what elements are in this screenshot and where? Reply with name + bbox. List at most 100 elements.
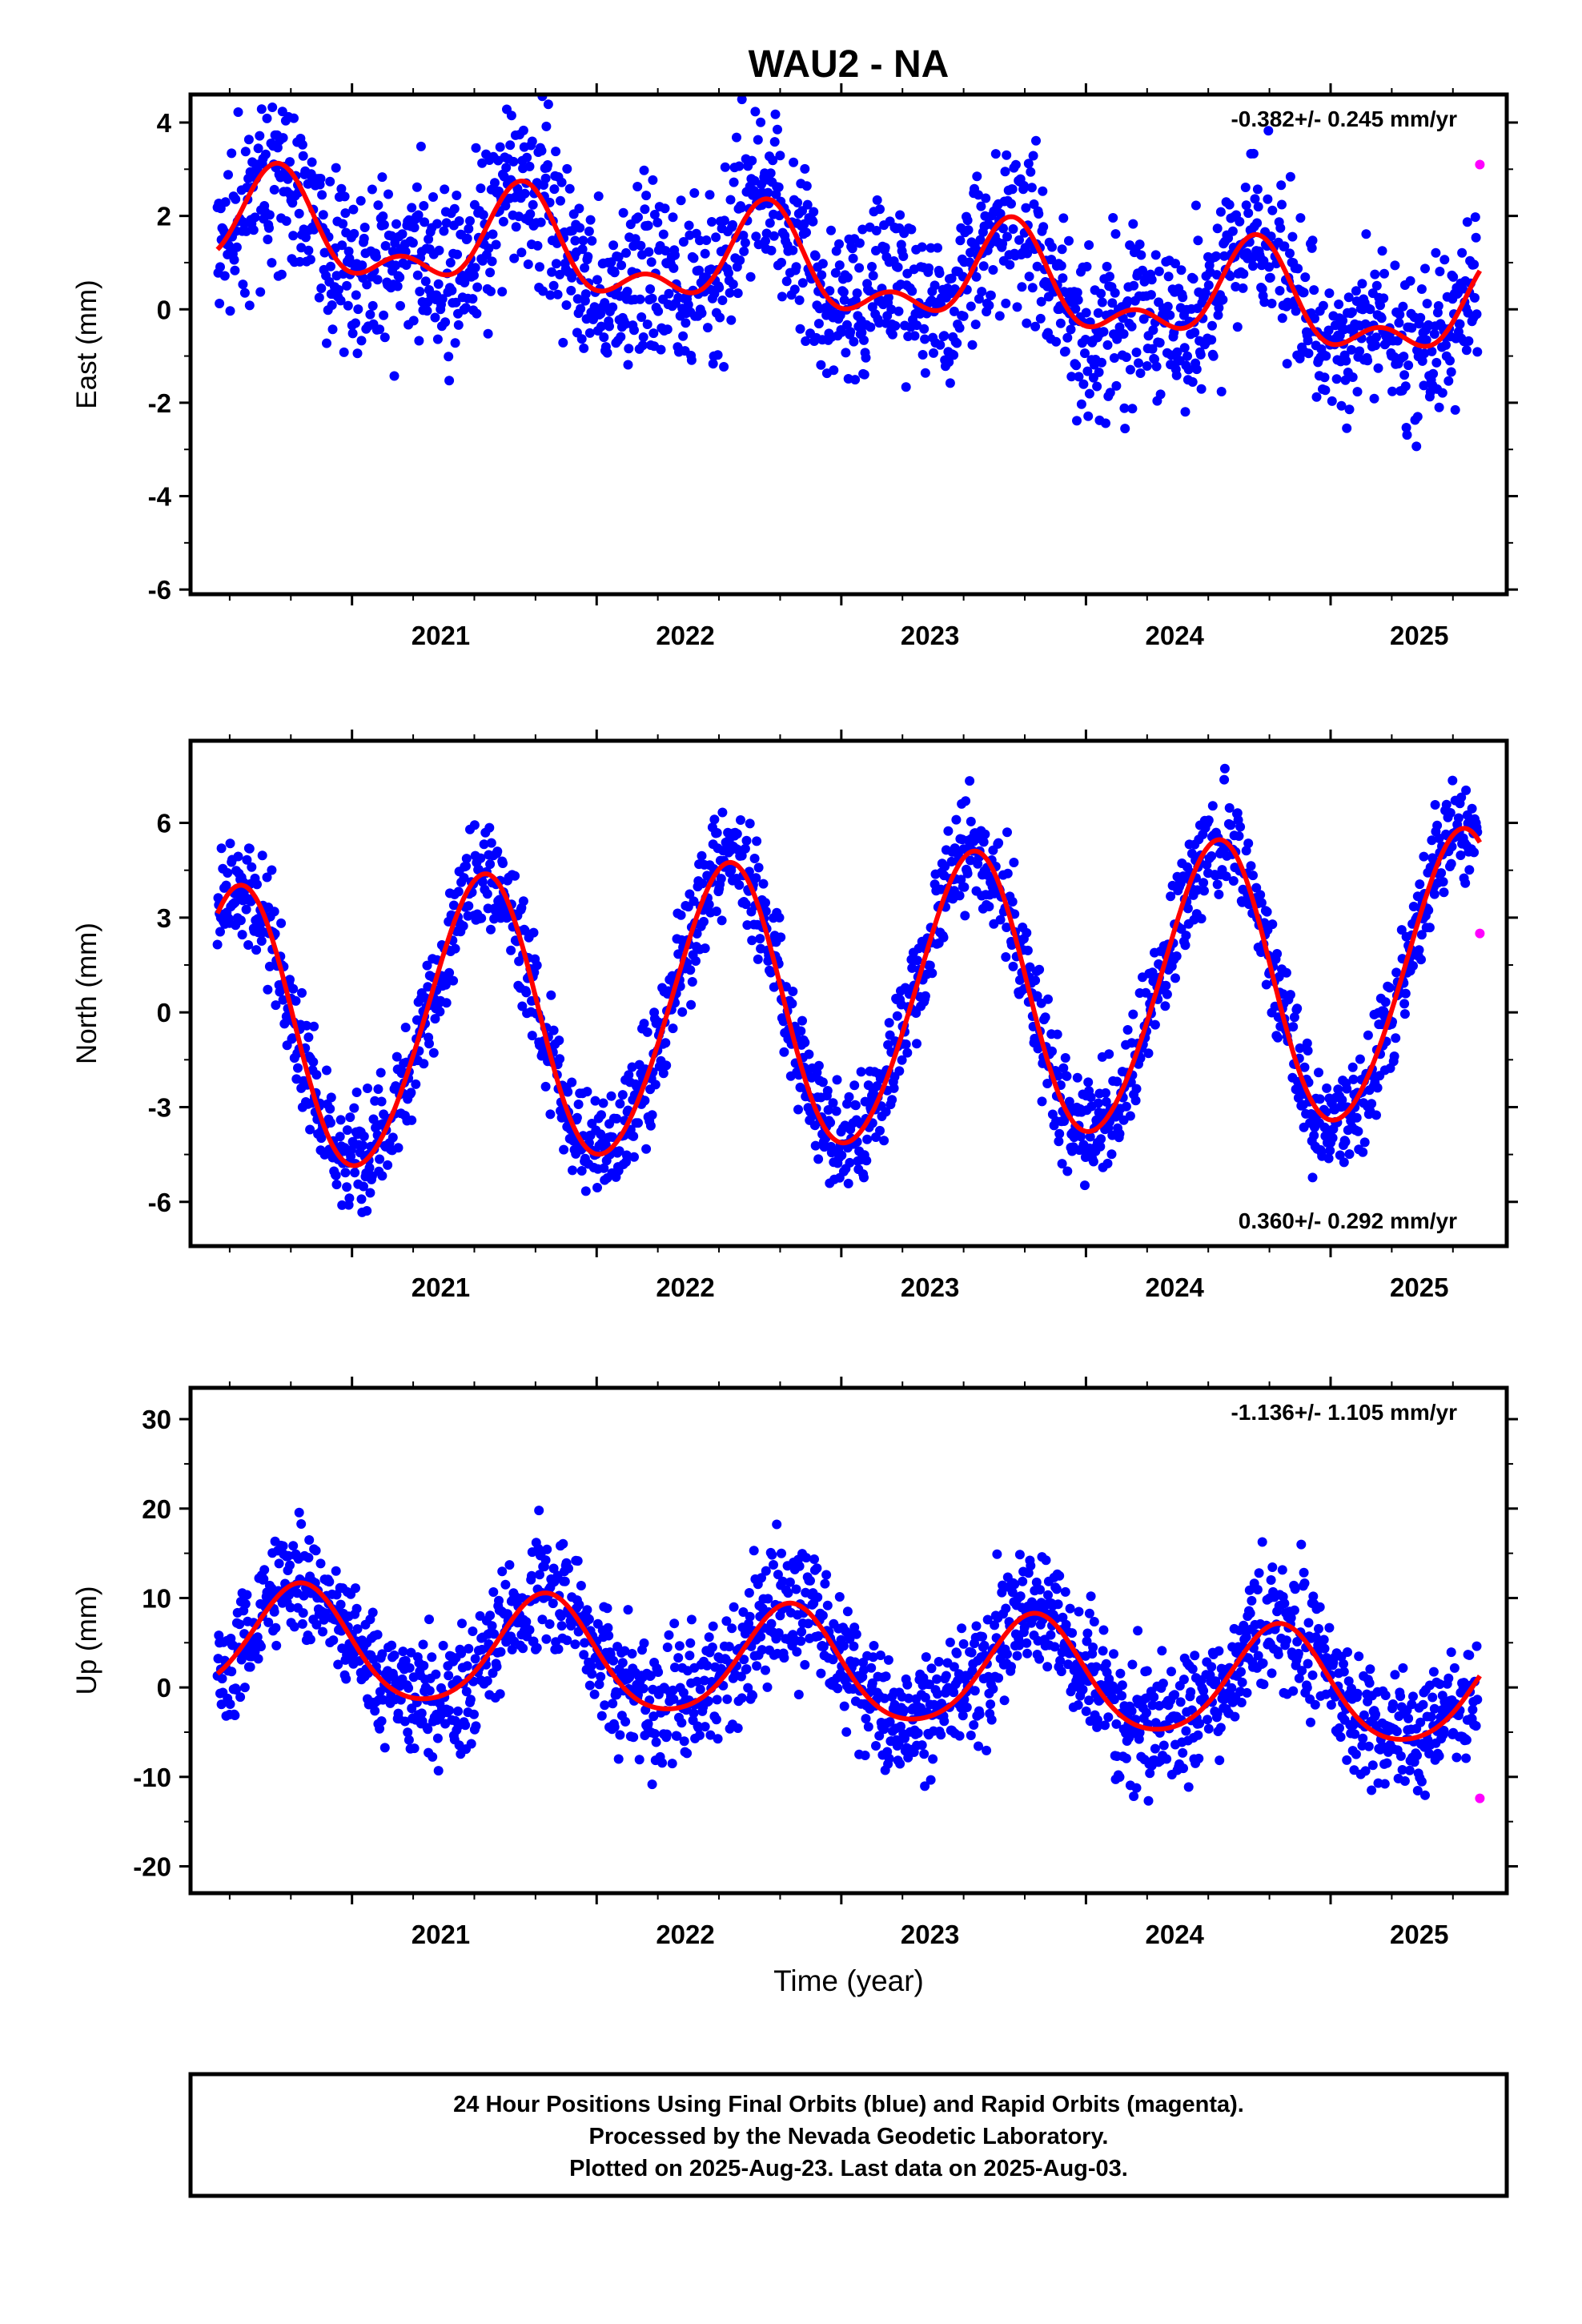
data-point xyxy=(322,1065,331,1076)
data-point xyxy=(1119,403,1130,413)
data-point xyxy=(867,302,877,312)
data-point xyxy=(980,829,990,839)
data-point xyxy=(893,306,904,316)
data-point xyxy=(837,1150,847,1160)
data-point xyxy=(755,934,765,944)
data-point xyxy=(917,1740,927,1751)
data-point xyxy=(1371,332,1381,343)
velocity-annotation: 0.360+/- 0.292 mm/yr xyxy=(1239,1208,1457,1233)
data-point xyxy=(497,287,508,297)
data-point xyxy=(1441,340,1451,350)
data-point xyxy=(409,1743,420,1754)
data-point xyxy=(1309,1130,1319,1140)
data-point xyxy=(1302,1038,1312,1048)
data-point xyxy=(1207,320,1217,331)
data-point xyxy=(1007,897,1018,907)
data-point xyxy=(1001,298,1011,308)
data-point xyxy=(765,218,775,228)
data-point xyxy=(490,178,500,188)
data-point xyxy=(776,932,786,943)
data-point xyxy=(691,956,701,966)
data-point xyxy=(717,915,727,926)
data-point xyxy=(1026,1561,1036,1571)
data-point xyxy=(1285,990,1295,1000)
model-fit-line xyxy=(215,826,1482,1168)
data-point xyxy=(1062,332,1073,343)
data-point xyxy=(527,1031,537,1041)
data-point xyxy=(1435,267,1445,276)
data-point xyxy=(370,1706,380,1716)
data-point xyxy=(1251,883,1262,893)
data-point xyxy=(1203,280,1214,291)
data-point xyxy=(992,1549,1002,1559)
data-point xyxy=(1264,262,1275,272)
data-point xyxy=(535,1570,544,1580)
data-point xyxy=(1002,923,1012,932)
data-point xyxy=(428,1047,439,1058)
data-point xyxy=(1193,235,1203,246)
data-point xyxy=(242,854,252,865)
data-point xyxy=(242,1590,252,1600)
data-point xyxy=(1050,1642,1060,1652)
data-point xyxy=(661,246,671,256)
data-point xyxy=(1118,329,1129,339)
data-point xyxy=(1060,1053,1070,1063)
data-point xyxy=(929,348,938,358)
data-point xyxy=(777,1548,786,1558)
y-tick-label: 0 xyxy=(157,998,171,1027)
data-point xyxy=(703,1696,713,1707)
data-point xyxy=(875,1125,885,1136)
data-point xyxy=(505,140,516,151)
data-point xyxy=(528,199,538,210)
data-point xyxy=(1416,930,1427,940)
data-point xyxy=(419,201,429,211)
data-point xyxy=(1376,313,1387,324)
data-point xyxy=(1417,356,1427,366)
data-point xyxy=(1243,838,1254,849)
data-point xyxy=(1103,1712,1114,1723)
data-point xyxy=(1281,967,1291,978)
data-point xyxy=(845,1634,855,1644)
data-point xyxy=(1012,1651,1022,1661)
data-point xyxy=(297,1618,307,1629)
data-point xyxy=(656,344,666,355)
data-point xyxy=(1172,347,1182,357)
data-point xyxy=(1063,1659,1074,1670)
data-point xyxy=(437,294,448,304)
data-point xyxy=(241,904,251,915)
data-point xyxy=(1054,1128,1065,1139)
data-point xyxy=(839,295,849,305)
data-point xyxy=(1469,259,1480,270)
data-point xyxy=(1010,1579,1020,1590)
data-point xyxy=(501,163,512,173)
data-point xyxy=(461,861,471,871)
data-point xyxy=(1166,891,1176,902)
data-point xyxy=(540,173,551,183)
velocity-annotation: -0.382+/- 0.245 mm/yr xyxy=(1231,107,1457,131)
data-point xyxy=(1051,336,1062,347)
data-point xyxy=(644,247,654,257)
data-point xyxy=(264,961,275,971)
data-point xyxy=(367,1607,378,1618)
data-point xyxy=(346,1144,356,1155)
data-point xyxy=(243,940,254,950)
data-point xyxy=(1371,340,1381,351)
data-point xyxy=(765,967,776,978)
data-point xyxy=(453,887,464,897)
data-point xyxy=(609,1722,620,1732)
data-point xyxy=(1097,357,1106,368)
data-point xyxy=(1341,356,1351,366)
data-point xyxy=(752,836,762,846)
data-point xyxy=(471,143,481,153)
data-point xyxy=(997,1587,1007,1598)
data-point xyxy=(367,300,378,311)
data-point xyxy=(847,243,857,254)
data-point xyxy=(1121,1101,1131,1112)
data-point xyxy=(1377,246,1387,256)
data-point xyxy=(632,182,643,191)
data-point xyxy=(994,311,1005,321)
data-point xyxy=(998,223,1008,234)
data-point xyxy=(1076,1132,1086,1142)
data-point xyxy=(1180,940,1191,951)
data-point xyxy=(738,231,749,240)
